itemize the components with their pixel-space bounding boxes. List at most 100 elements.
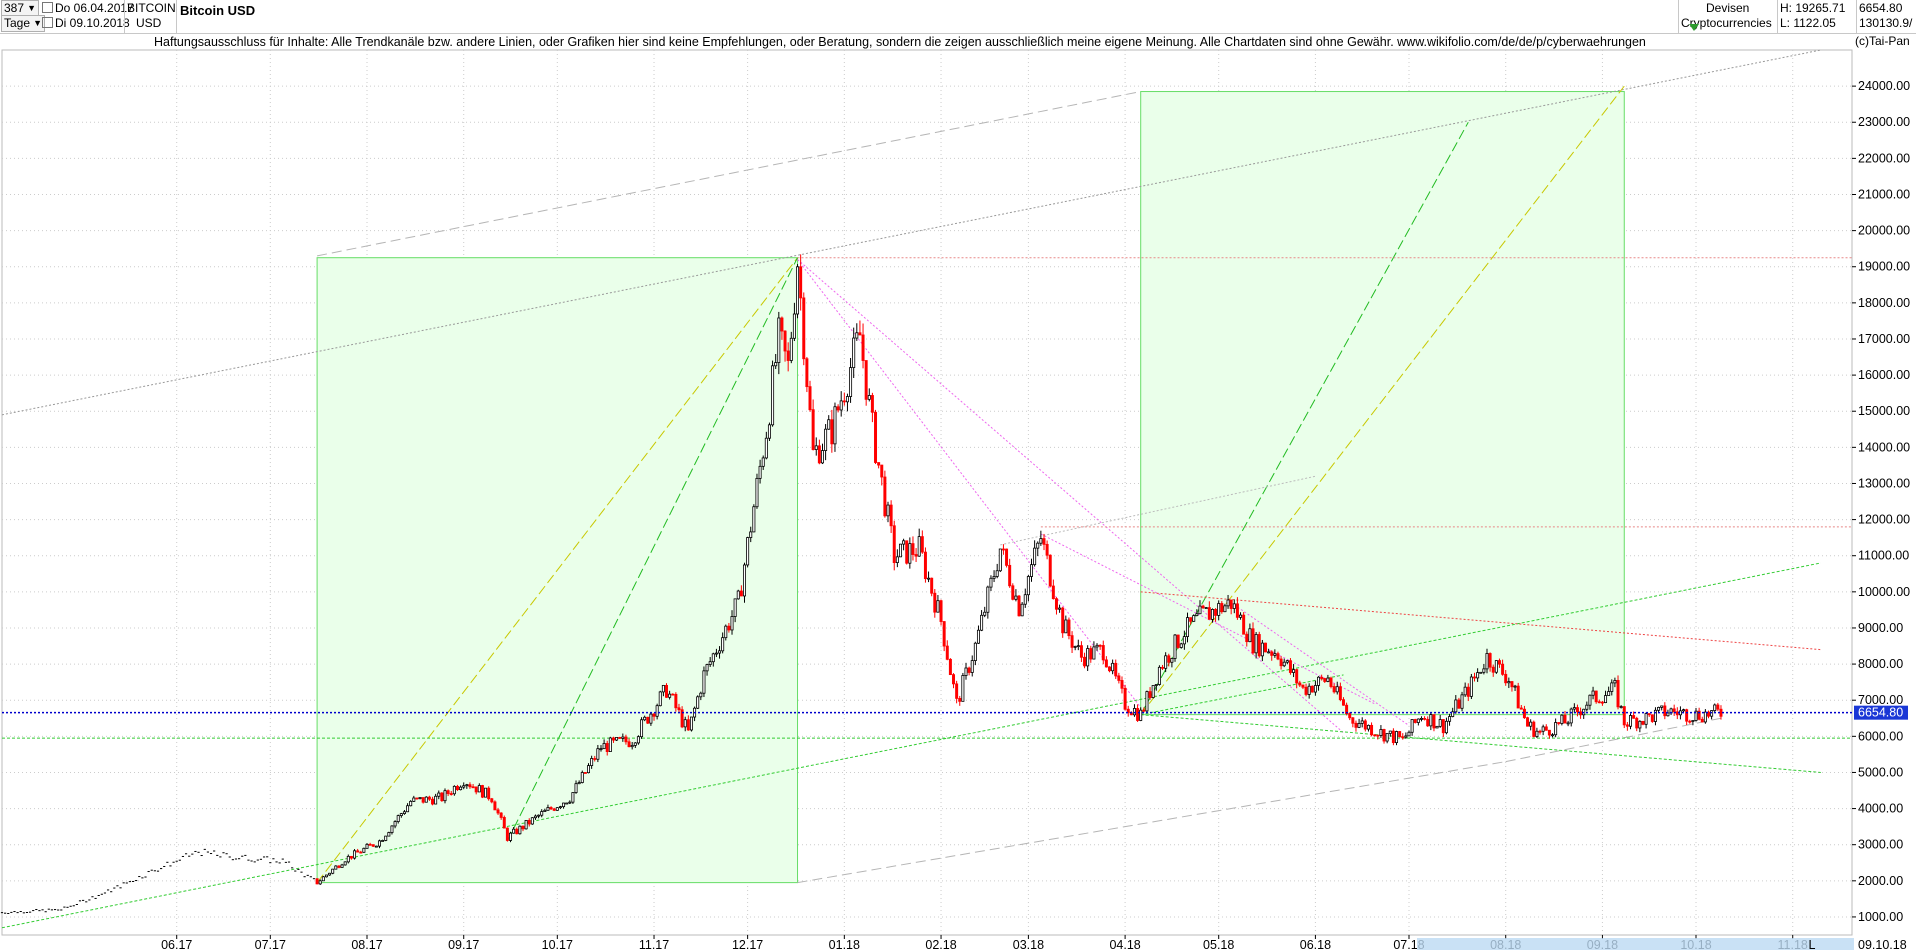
date-to-checkbox[interactable]: Di 09.10.2018 <box>42 16 130 31</box>
candle-body <box>1538 730 1542 733</box>
candle-body <box>1045 543 1049 556</box>
x-tick-label: 04.18 <box>1109 938 1140 952</box>
candle-body <box>1079 645 1083 658</box>
candle-body <box>892 525 896 564</box>
candle-body <box>1139 709 1143 721</box>
fan-line-green-2017 <box>506 257 798 842</box>
checkbox-icon[interactable] <box>42 17 53 28</box>
candle-body <box>1039 538 1043 544</box>
candle-body <box>1685 709 1689 722</box>
candle-body <box>911 543 915 555</box>
candle-body <box>908 543 912 564</box>
trend-line-upper-dotted <box>1 49 1821 416</box>
candle-body <box>505 827 509 841</box>
candle-body <box>1660 705 1664 708</box>
candle-body <box>1095 644 1099 648</box>
candle-body <box>1416 718 1420 723</box>
candle-body <box>331 868 335 874</box>
candle-body <box>1398 731 1402 738</box>
candle-body <box>1083 656 1087 667</box>
candle-body <box>1239 614 1243 618</box>
candle-body <box>845 396 849 403</box>
candle-body <box>459 786 463 791</box>
candle-body <box>587 765 591 774</box>
candle-body <box>1688 720 1692 723</box>
candle-body <box>1089 648 1093 660</box>
candle-body <box>1682 709 1686 712</box>
candle-body <box>1132 708 1136 716</box>
candle-body <box>1076 645 1080 648</box>
candle-body <box>936 600 940 613</box>
candle-body <box>1379 729 1383 736</box>
volume-value: 130130.9/ <box>1859 16 1913 30</box>
candle-body <box>998 548 1002 572</box>
candle-body <box>939 600 943 622</box>
candle-body <box>1257 634 1261 657</box>
candle-body <box>714 652 718 655</box>
candle-body <box>718 650 722 654</box>
candle-body <box>1370 724 1374 736</box>
resistance-line-red <box>1140 591 1821 651</box>
candle-body <box>487 787 491 800</box>
candle-body <box>789 337 793 361</box>
candle-body <box>1195 613 1199 616</box>
x-tick-label: 07.17 <box>255 938 286 952</box>
date-from-checkbox[interactable]: Do 06.04.2017 <box>42 1 134 16</box>
y-tick-label: 6000.00 <box>1858 729 1903 743</box>
candle-body <box>1329 677 1333 687</box>
candle-body <box>1017 595 1021 617</box>
candle-body <box>711 653 715 663</box>
checkbox-icon[interactable] <box>42 2 53 13</box>
trend-line-lower-dashed <box>797 761 1506 884</box>
candle-body <box>1307 685 1311 695</box>
candle-body <box>462 785 466 788</box>
chart-title: Bitcoin USD <box>180 3 256 18</box>
candle-body <box>1204 607 1208 609</box>
candle-body <box>1719 708 1723 717</box>
candle-body <box>1622 706 1626 726</box>
candle-body <box>852 337 856 368</box>
candle-body <box>1051 585 1055 600</box>
candle-body <box>1672 708 1676 713</box>
candle-body <box>824 428 828 451</box>
candle-body <box>496 809 500 814</box>
resistance-line-pink-3 <box>1040 533 1375 705</box>
candle-body <box>1067 619 1071 637</box>
candle-body <box>1513 685 1517 688</box>
candle-body <box>1276 653 1280 660</box>
candle-body <box>1363 720 1367 730</box>
candle-body <box>1245 633 1249 643</box>
candle-body <box>746 537 750 566</box>
candle-body <box>1569 708 1573 724</box>
candle-body <box>995 570 999 577</box>
candle-body <box>1279 658 1283 667</box>
y-tick-label: 19000.00 <box>1858 260 1910 274</box>
candles <box>0 254 1723 915</box>
candle-body <box>983 611 987 616</box>
candle-body <box>596 748 600 760</box>
candle-body <box>1388 730 1392 734</box>
x-tick-label: 12.17 <box>732 938 763 952</box>
candle-body <box>942 621 946 647</box>
candle-body <box>502 817 506 829</box>
candle-body <box>842 400 846 403</box>
candle-body <box>1301 684 1305 688</box>
high-label: H: 19265.71 <box>1780 1 1846 15</box>
candle-body <box>786 350 790 361</box>
candle-body <box>677 707 681 711</box>
candle-body <box>571 792 575 803</box>
x-tick-label: 02.18 <box>925 938 956 952</box>
candle-body <box>527 820 531 825</box>
candle-body <box>374 845 378 848</box>
candle-body <box>839 400 843 411</box>
candle-body <box>1501 663 1505 675</box>
period-selector[interactable]: Tage ▼ <box>1 15 46 32</box>
candle-body <box>805 358 809 388</box>
candle-body <box>1482 668 1486 673</box>
candle-body <box>952 674 956 685</box>
candle-body <box>1111 662 1115 672</box>
candle-body <box>1395 731 1399 744</box>
x-tick-label: 06.18 <box>1300 938 1331 952</box>
y-tick-label: 7000.00 <box>1858 693 1903 707</box>
